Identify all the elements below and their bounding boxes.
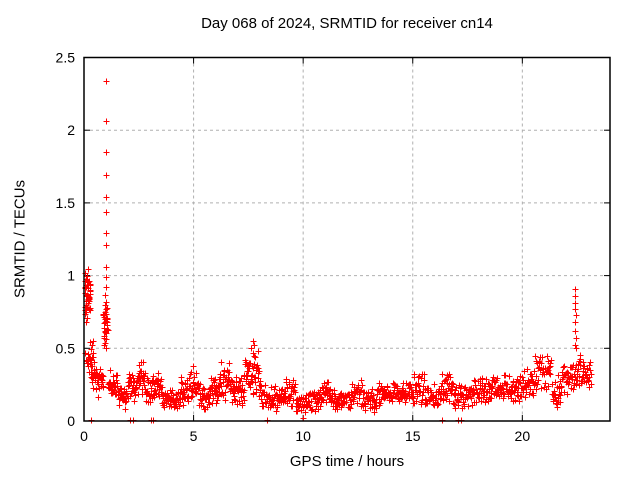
y-tick-label: 0.5 <box>56 340 76 356</box>
y-tick-label: 0 <box>67 413 75 429</box>
x-tick-label: 5 <box>190 428 198 444</box>
y-tick-label: 2.5 <box>56 50 76 66</box>
y-tick-label: 1.5 <box>56 195 76 211</box>
y-tick-label: 2 <box>67 122 75 138</box>
x-axis-label: GPS time / hours <box>289 453 405 470</box>
tick-labels: 0 5 10 15 20 0 0.5 1 1.5 2 2.5 <box>56 50 531 445</box>
x-tick-label: 10 <box>295 428 311 444</box>
grid-lines <box>84 57 610 421</box>
chart-title: Day 068 of 2024, SRMTID for receiver cn1… <box>201 15 493 32</box>
axis-ticks <box>83 57 610 422</box>
data-points <box>82 78 595 424</box>
x-tick-label: 15 <box>405 428 421 444</box>
y-tick-label: 1 <box>67 268 75 284</box>
plot-border <box>83 56 611 422</box>
x-tick-label: 0 <box>80 428 88 444</box>
x-tick-label: 20 <box>515 428 531 444</box>
